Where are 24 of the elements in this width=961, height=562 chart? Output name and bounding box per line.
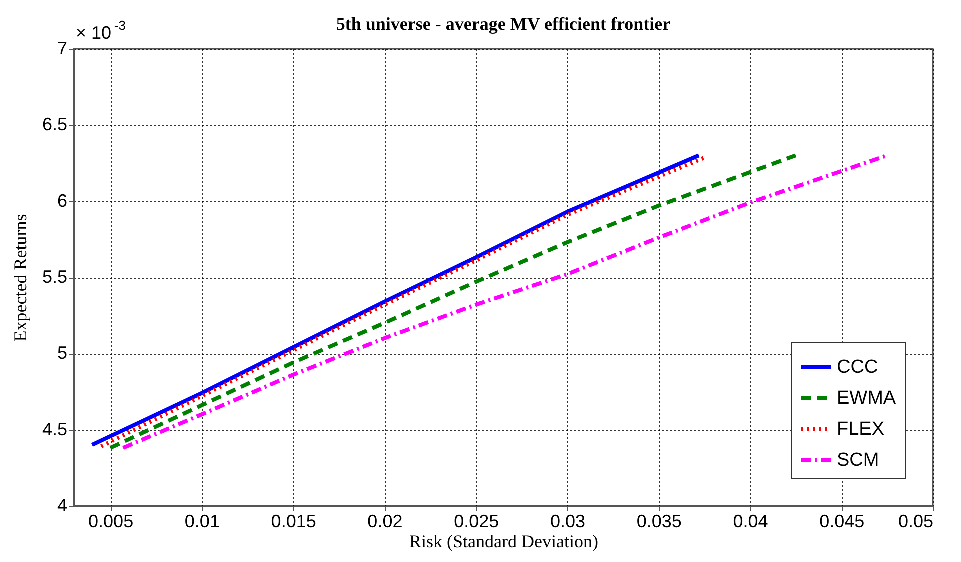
chart-title: 5th universe - average MV efficient frontier <box>336 14 671 34</box>
x-axis-title: Risk (Standard Deviation) <box>410 532 598 552</box>
x-tick-label: 0.045 <box>820 512 865 532</box>
x-tick-label: 0.05 <box>898 512 934 532</box>
legend-label: FLEX <box>837 419 885 440</box>
x-tick-label: 0.025 <box>454 512 500 532</box>
y-tick-label: 6 <box>57 190 68 211</box>
x-tick-label: 0.02 <box>368 512 403 532</box>
y-tick-label: 4 <box>57 496 68 516</box>
y-axis-title: Expected Returns <box>10 214 30 342</box>
x-tick-label: 0.015 <box>271 512 316 532</box>
x-tick-label: 0.04 <box>733 512 768 532</box>
y-tick-label: 5 <box>57 343 68 364</box>
x-tick-label: 0.01 <box>184 512 220 532</box>
legend-label: EWMA <box>837 388 896 409</box>
legend-label: CCC <box>837 357 878 378</box>
x-tick-label: 0.03 <box>550 512 586 532</box>
y-tick-label: 6.5 <box>42 114 68 135</box>
y-tick-label: 7 <box>57 38 68 58</box>
x-tick-label: 0.035 <box>636 512 682 532</box>
y-tick-label: 4.5 <box>42 419 68 440</box>
y-tick-label: 5.5 <box>42 267 68 287</box>
x-tick-label: 0.005 <box>88 512 134 532</box>
legend-label: SCM <box>837 450 880 471</box>
